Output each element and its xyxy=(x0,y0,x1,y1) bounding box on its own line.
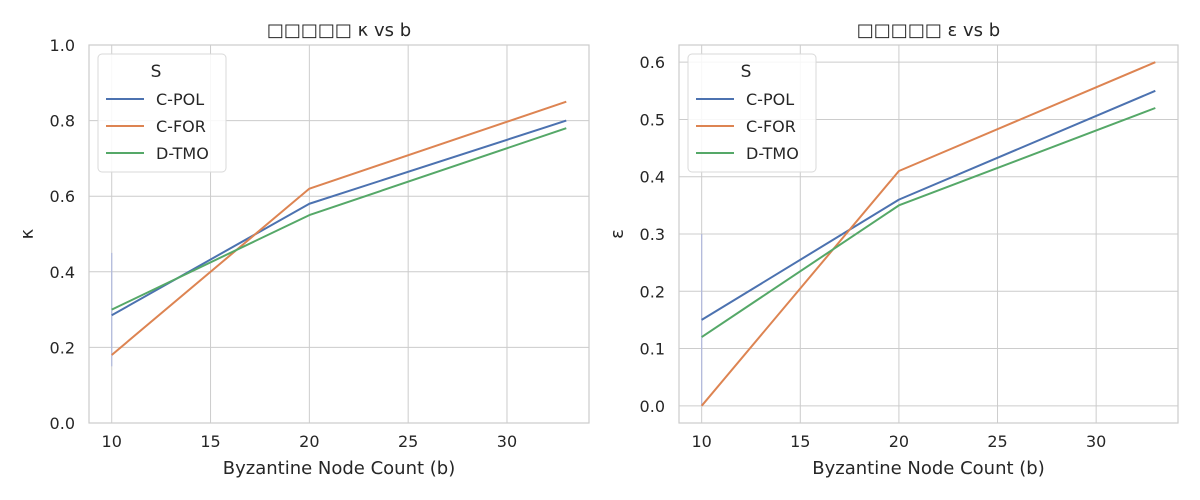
legend-box xyxy=(97,53,227,173)
x-axis-label: Byzantine Node Count (b) xyxy=(223,458,456,479)
y-tick-label: 0.4 xyxy=(50,263,75,282)
x-tick-label: 15 xyxy=(200,432,220,451)
legend-box xyxy=(687,53,817,173)
chart-kappa-vs-b: 10 15 20 25 30 0.0 0.2 0.4 0.6 0.8 1.0 □□□□□ κ vs b… xyxy=(17,20,590,479)
x-tick-label: 20 xyxy=(299,432,319,451)
y-axis-label: κ xyxy=(17,228,38,239)
chart-epsilon-vs-b: 10 15 20 25 30 0.0 0.1 0.2 0.3 0.4 0.5 0.6 □□□□□ ε v… xyxy=(607,20,1179,479)
legend-title: S xyxy=(151,62,162,82)
series-line-c-for xyxy=(111,100,567,356)
plot-area-frame xyxy=(678,44,1179,424)
x-tick-label: 30 xyxy=(1086,432,1106,451)
legend-label-c-for: C-FOR xyxy=(156,117,206,136)
y-tick-label: 0.6 xyxy=(640,53,665,72)
legend-label-d-tmo: D-TMO xyxy=(746,144,799,163)
y-axis-label: ε xyxy=(607,229,628,239)
chart-title: □□□□□ ε vs b xyxy=(857,20,1000,41)
x-axis-label: Byzantine Node Count (b) xyxy=(812,458,1045,479)
x-tick-label: 15 xyxy=(790,432,810,451)
series-line-c-for xyxy=(700,61,1156,407)
legend-title: S xyxy=(741,62,752,82)
legend-label-c-for: C-FOR xyxy=(746,117,796,136)
y-tick-label: 0.6 xyxy=(50,187,75,206)
x-tick-label: 30 xyxy=(497,432,517,451)
legend-label-d-tmo: D-TMO xyxy=(156,144,209,163)
x-tick-label: 25 xyxy=(987,432,1007,451)
y-tick-label: 0.4 xyxy=(640,168,665,187)
series-line-d-tmo xyxy=(701,107,1156,338)
legend: S C-POL C-FOR D-TMO xyxy=(97,53,227,173)
y-tick-label: 0.2 xyxy=(50,338,75,357)
chart-title: □□□□□ κ vs b xyxy=(267,20,411,41)
legend-label-c-pol: C-POL xyxy=(156,90,204,109)
y-tick-label: 0.8 xyxy=(50,112,75,131)
y-tick-label: 1.0 xyxy=(50,36,75,55)
x-tick-label: 25 xyxy=(398,432,418,451)
y-tick-label: 0.5 xyxy=(640,110,665,129)
plot-area-frame xyxy=(88,44,590,424)
y-tick-label: 0.1 xyxy=(640,340,665,359)
y-tick-label: 0.2 xyxy=(640,282,665,301)
series-line-d-tmo xyxy=(111,127,567,311)
x-tick-label: 10 xyxy=(102,432,122,451)
x-tick-label: 20 xyxy=(889,432,909,451)
legend-label-c-pol: C-POL xyxy=(746,90,794,109)
y-tick-label: 0.0 xyxy=(640,397,665,416)
x-tick-label: 10 xyxy=(692,432,712,451)
legend: S C-POL C-FOR D-TMO xyxy=(687,53,817,173)
y-tick-label: 0.0 xyxy=(50,414,75,433)
series-line-c-pol xyxy=(701,89,1156,321)
y-tick-label: 0.3 xyxy=(640,225,665,244)
